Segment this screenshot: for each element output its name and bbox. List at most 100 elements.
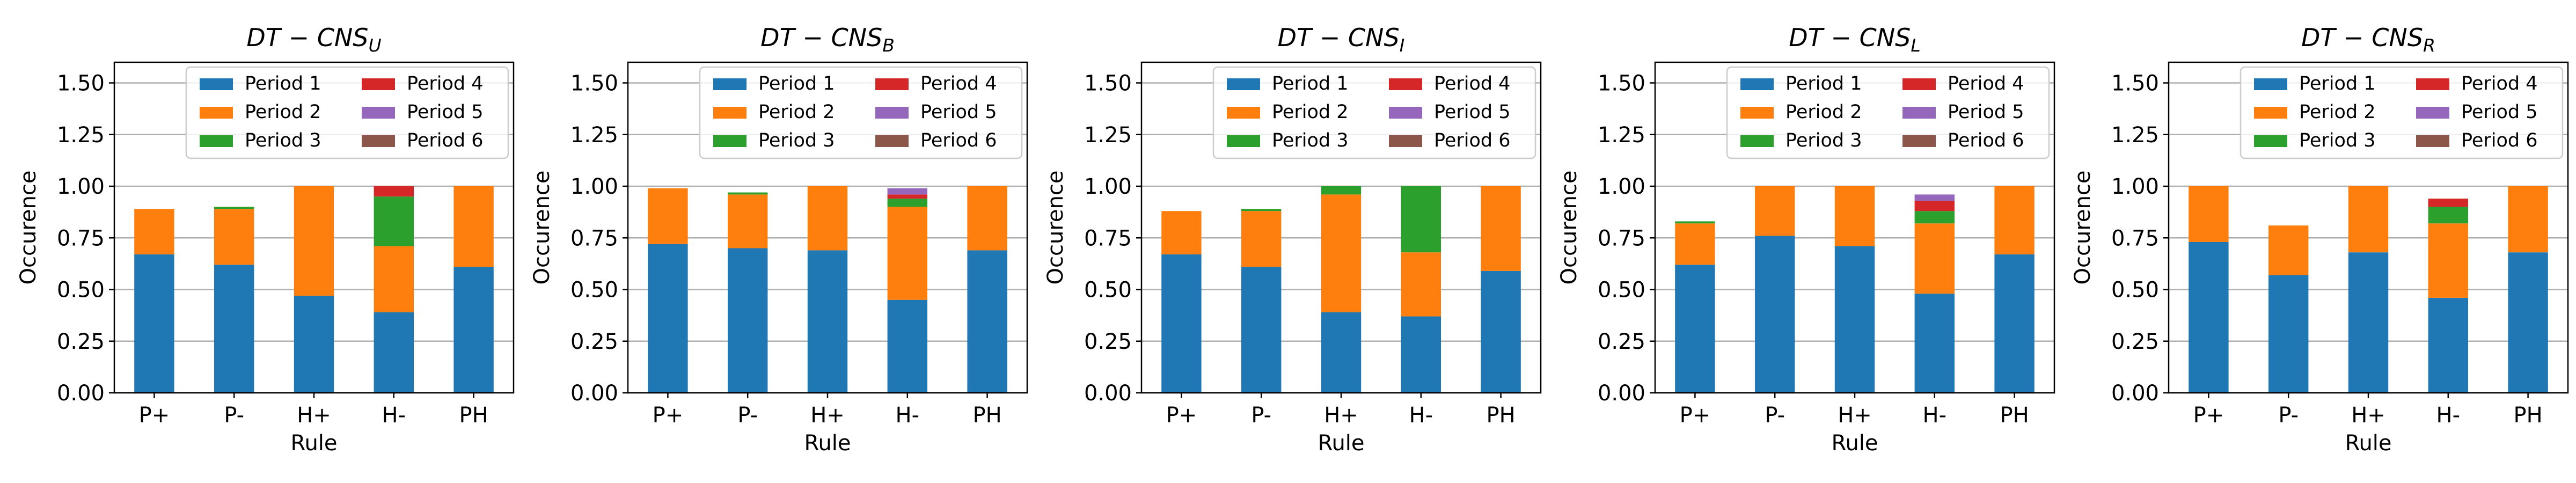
chart-3-ytick-label: 1.25 — [1084, 123, 1132, 148]
chart-3-bar-H+-period-2 — [1321, 194, 1362, 312]
chart-2-bar-P--period-3 — [728, 192, 768, 195]
chart-1-bar-H--period-4 — [374, 186, 414, 197]
chart-4-legend-label-1: Period 1 — [1785, 73, 1862, 94]
chart-3-xtick-label: H+ — [1324, 403, 1358, 428]
chart-4-legend-box — [1726, 66, 2050, 159]
chart-5-ytick-label: 1.00 — [2111, 174, 2159, 199]
chart-2-bar-H--period-1 — [887, 299, 927, 393]
chart-3-ytick-label: 0.50 — [1084, 278, 1132, 303]
chart-4-xtick-label: H- — [1923, 403, 1947, 428]
chart-2-ytick-label: 0.25 — [570, 330, 618, 354]
chart-5-xlabel: Rule — [2345, 431, 2391, 456]
chart-3-xtick-label: PH — [1486, 403, 1515, 428]
chart-3-bar-P--period-1 — [1241, 267, 1282, 393]
chart-3-bar-P+-period-1 — [1161, 254, 1202, 393]
chart-3-xtick-label: P- — [1251, 403, 1271, 428]
chart-1-bar-PH-period-1 — [453, 267, 494, 393]
chart-1-legend-swatch-5 — [362, 107, 395, 119]
chart-3-legend-label-4: Period 4 — [1434, 73, 1511, 94]
chart-5-bar-P+-period-1 — [2189, 241, 2229, 393]
chart-5: 0.00 0.25 0.50 0.75 1.00 1.25 1.50 P+ P- H+ H- PH Ru… — [2070, 23, 2569, 456]
chart-4-bar-H--period-1 — [1914, 294, 1955, 393]
chart-3-legend-swatch-5 — [1389, 107, 1422, 119]
chart-3-legend-swatch-3 — [1227, 135, 1260, 147]
chart-1-bar-PH-period-2 — [453, 186, 494, 267]
chart-4-legend-label-6: Period 6 — [1948, 130, 2024, 151]
chart-1-legend-swatch-3 — [200, 135, 233, 147]
chart-3: 0.00 0.25 0.50 0.75 1.00 1.25 1.50 P+ P- H+ H- PH Ru… — [1043, 23, 1542, 456]
chart-2-bar-H+-period-1 — [807, 250, 848, 393]
chart-2-bar-P--period-1 — [728, 248, 768, 393]
chart-1-xtick-label: PH — [459, 403, 488, 428]
chart-4-bar-P--period-2 — [1755, 186, 1795, 236]
chart-1-bar-H--period-2 — [374, 246, 414, 312]
chart-5-xtick-label: H+ — [2351, 403, 2385, 428]
chart-4-bar-H--period-4 — [1914, 200, 1955, 211]
chart-2-legend-label-5: Period 5 — [920, 101, 997, 123]
chart-4-bar-P+-period-1 — [1675, 265, 1715, 393]
chart-1-legend-swatch-2 — [200, 107, 233, 119]
chart-5-title-subscript: R — [2423, 35, 2435, 56]
chart-4-ytick-label: 0.25 — [1598, 330, 1645, 354]
chart-5-bar-PH-period-1 — [2508, 252, 2548, 393]
chart-3-title-subscript: I — [1400, 35, 1405, 56]
chart-1-legend: Period 1 Period 2 Period 3 Period 4 Period 5… — [185, 66, 509, 159]
chart-3-bar-H--period-1 — [1401, 316, 1441, 393]
chart-4-ytick-label: 1.25 — [1598, 123, 1645, 148]
chart-2-legend-label-2: Period 2 — [758, 101, 835, 123]
chart-4-bar-H--period-3 — [1914, 211, 1955, 224]
chart-1-bar-H--period-3 — [374, 196, 414, 246]
chart-4-bar-P--period-1 — [1755, 236, 1795, 393]
chart-1-bar-P--period-3 — [214, 207, 254, 209]
chart-3-legend-label-6: Period 6 — [1434, 130, 1511, 151]
chart-5-ytick-label: 0.25 — [2111, 330, 2159, 354]
chart-4-legend-swatch-5 — [1902, 107, 1936, 119]
chart-5-legend-swatch-1 — [2254, 78, 2287, 90]
chart-3-bar-P+-period-2 — [1161, 211, 1202, 255]
chart-3-legend-swatch-6 — [1389, 135, 1422, 147]
chart-5-bar-PH-period-2 — [2508, 186, 2548, 253]
chart-1-legend-swatch-6 — [362, 135, 395, 147]
chart-5-ytick-label: 1.25 — [2111, 123, 2159, 148]
chart-4-bar-H+-period-1 — [1834, 246, 1875, 393]
chart-2-legend-label-3: Period 3 — [758, 130, 835, 151]
chart-2-ylabel: Occurence — [530, 171, 554, 285]
chart-1-legend-label-1: Period 1 — [245, 73, 321, 94]
chart-1: 0.00 0.25 0.50 0.75 1.00 1.25 1.50 P+ P- H+ H- PH Ru… — [16, 23, 515, 456]
chart-1-xtick-label: H- — [382, 403, 406, 428]
chart-3-bar-PH-period-2 — [1481, 186, 1521, 271]
chart-4-xtick-label: PH — [2000, 403, 2029, 428]
chart-4-legend: Period 1 Period 2 Period 3 Period 4 Period 5… — [1726, 66, 2050, 159]
chart-2-xtick-label: H- — [896, 403, 920, 428]
chart-3-bar-H--period-2 — [1401, 252, 1441, 317]
chart-4-title-subscript: L — [1911, 35, 1920, 56]
chart-1-ytick-label: 1.25 — [57, 123, 105, 148]
chart-2-legend-label-4: Period 4 — [920, 73, 997, 94]
chart-4-bar-H+-period-2 — [1834, 186, 1875, 246]
chart-4-legend-swatch-4 — [1902, 78, 1936, 90]
chart-2-bar-H--period-2 — [887, 207, 927, 300]
chart-5-legend-label-6: Period 6 — [2461, 130, 2538, 151]
chart-2-bar-PH-period-2 — [967, 186, 1007, 251]
chart-5-ytick-label: 1.50 — [2111, 71, 2159, 96]
chart-5-xtick-label: PH — [2513, 403, 2542, 428]
chart-2-title: DT − CNSB — [760, 23, 895, 56]
chart-4-ytick-label: 1.50 — [1598, 71, 1645, 96]
chart-5-legend-label-3: Period 3 — [2299, 130, 2376, 151]
chart-1-ytick-label: 1.50 — [57, 71, 105, 96]
chart-2-xtick-label: PH — [972, 403, 1001, 428]
chart-5-bar-H--period-3 — [2428, 207, 2468, 224]
chart-5-bar-H--period-4 — [2428, 199, 2468, 207]
chart-1-legend-label-6: Period 6 — [407, 130, 484, 151]
chart-2-xlabel: Rule — [804, 431, 851, 456]
chart-1-bar-P+-period-1 — [134, 254, 174, 393]
chart-4-ytick-label: 0.75 — [1598, 226, 1645, 251]
chart-1-legend-label-4: Period 4 — [407, 73, 484, 94]
chart-5-legend-swatch-4 — [2416, 78, 2449, 90]
chart-3-legend-label-1: Period 1 — [1272, 73, 1349, 94]
chart-2-ytick-label: 0.50 — [570, 278, 618, 303]
chart-1-bar-P+-period-2 — [134, 209, 174, 255]
chart-2-bar-P+-period-1 — [648, 244, 688, 393]
chart-1-bar-H+-period-1 — [294, 296, 334, 393]
chart-4-title: DT − CNSL — [1789, 23, 1920, 56]
